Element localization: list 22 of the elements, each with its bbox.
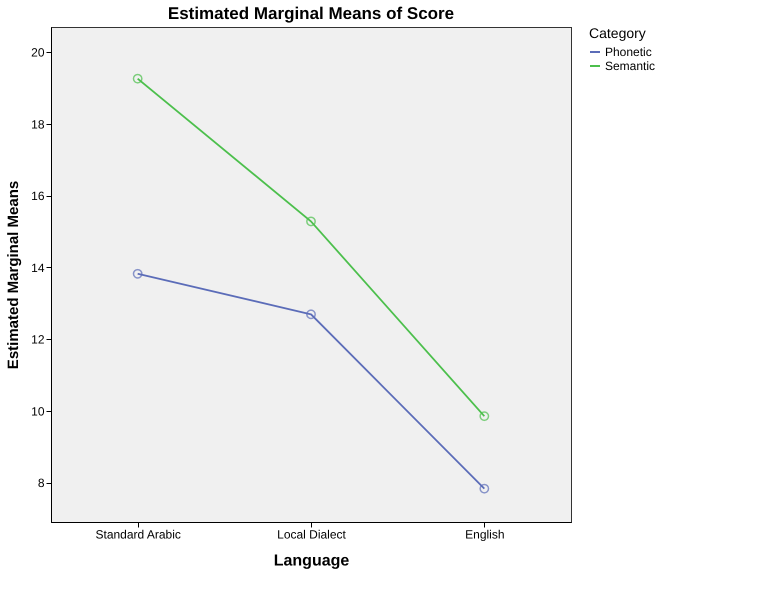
legend-title: Category — [589, 25, 646, 41]
point — [132, 268, 143, 279]
point — [306, 309, 316, 320]
y-tick-label: 12 — [31, 332, 45, 347]
y-tick-label: 18 — [31, 117, 45, 132]
chart-title: Estimated Marginal Means of Score — [168, 4, 454, 23]
x-tick-label: Local Dialect — [277, 528, 347, 542]
point — [479, 484, 490, 494]
y-tick-label: 10 — [31, 404, 45, 418]
x-tick-label: English — [465, 528, 505, 542]
y-tick-label: 8 — [38, 476, 45, 490]
y-axis-title: Estimated Marginal Means — [5, 180, 22, 370]
y-tick-label: 20 — [31, 46, 45, 60]
point — [479, 411, 490, 422]
legend-label: Phonetic — [605, 45, 652, 59]
x-axis-title: Language — [274, 552, 350, 570]
y-tick-label: 16 — [31, 189, 45, 204]
legend-label: Semantic — [605, 59, 656, 73]
point — [306, 216, 316, 226]
y-tick-label: 14 — [31, 260, 45, 275]
x-tick-label: Standard Arabic — [95, 528, 181, 542]
point — [132, 74, 143, 84]
